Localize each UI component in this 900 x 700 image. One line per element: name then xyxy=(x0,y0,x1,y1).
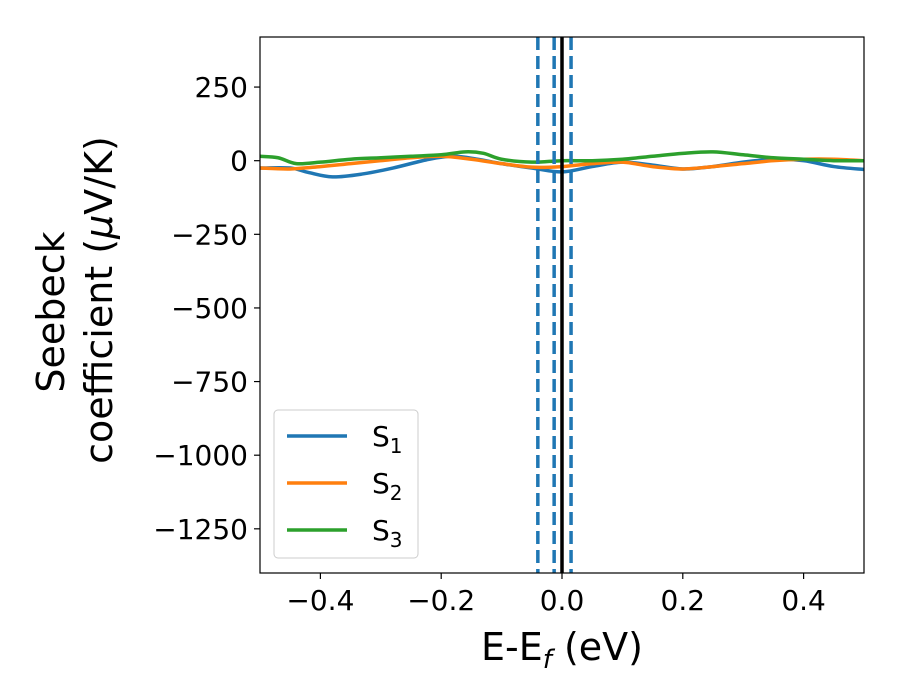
legend-item-s2: S2 xyxy=(287,467,403,505)
y-tick-label: −1250 xyxy=(153,513,248,546)
legend-label: S2 xyxy=(372,467,403,505)
legend-label: S3 xyxy=(372,514,403,552)
y-tick-label: 0 xyxy=(230,145,248,178)
x-axis-title: E-Ef (eV) xyxy=(481,625,643,675)
x-axis: −0.4 −0.2 0.0 0.2 0.4 xyxy=(286,573,826,617)
y-axis-title-line2: coefficient (μV/K) xyxy=(77,136,121,464)
y-tick-label: −500 xyxy=(171,292,248,325)
plot-contents xyxy=(260,37,864,573)
legend-label: S1 xyxy=(372,420,403,458)
x-tick-label: 0.0 xyxy=(540,584,585,617)
x-tick-label: 0.2 xyxy=(661,584,706,617)
x-tick-label: −0.2 xyxy=(407,584,475,617)
x-tick-label: −0.4 xyxy=(286,584,354,617)
plot-area xyxy=(260,37,864,573)
legend-item-s1: S1 xyxy=(287,420,403,458)
y-axis-title-line1: Seebeck xyxy=(29,231,73,392)
legend: S1 S2 S3 xyxy=(273,409,419,559)
y-tick-label: −250 xyxy=(171,218,248,251)
y-axis: 250 0 −250 −500 −750 −1000 −1250 xyxy=(153,71,260,546)
y-tick-label: −1000 xyxy=(153,439,248,472)
y-tick-label: −750 xyxy=(171,366,248,399)
legend-item-s3: S3 xyxy=(287,514,403,552)
x-tick-label: 0.4 xyxy=(781,584,826,617)
y-tick-label: 250 xyxy=(195,71,248,104)
series-line-s3 xyxy=(260,150,864,166)
